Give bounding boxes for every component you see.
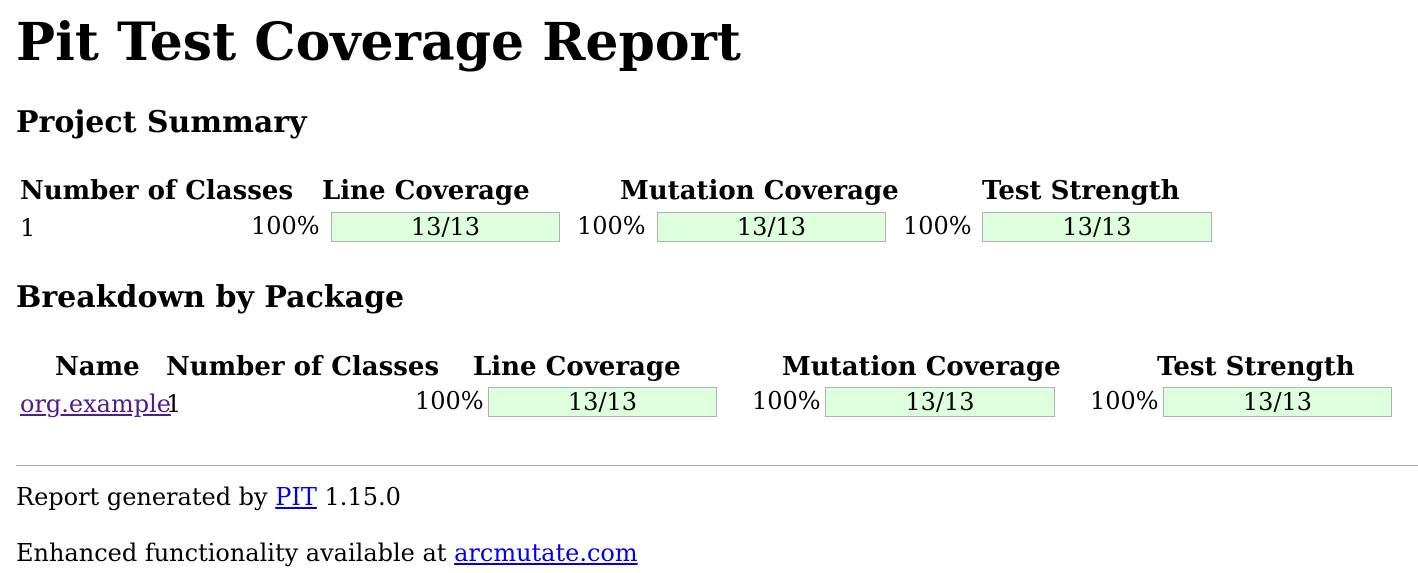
breakdown-heading: Breakdown by Package: [16, 280, 405, 315]
breakdown-header-test-strength: Test Strength: [1157, 352, 1355, 382]
summary-header-mutation-coverage: Mutation Coverage: [620, 176, 899, 206]
summary-strength-percent: 100%: [903, 212, 972, 240]
package-test-strength-bar: 13/13: [1163, 387, 1392, 417]
summary-header-test-strength: Test Strength: [982, 176, 1180, 206]
breakdown-header-name: Name: [55, 352, 140, 382]
page-title: Pit Test Coverage Report: [16, 12, 741, 73]
breakdown-header-mutation-coverage: Mutation Coverage: [782, 352, 1061, 382]
footer-generated-line: Report generated by PIT 1.15.0: [16, 482, 401, 512]
pit-version: 1.15.0: [324, 483, 401, 511]
footer-divider: [16, 465, 1418, 466]
package-mutation-coverage-bar: 13/13: [825, 387, 1055, 417]
package-line-percent: 100%: [415, 387, 484, 415]
footer-generated-prefix: Report generated by: [16, 483, 268, 511]
footer-enhanced-line: Enhanced functionality available at arcm…: [16, 538, 638, 568]
project-summary-heading: Project Summary: [16, 105, 307, 140]
summary-mutation-percent: 100%: [577, 212, 646, 240]
breakdown-header-classes: Number of Classes: [166, 352, 440, 382]
summary-header-classes: Number of Classes: [20, 176, 294, 206]
summary-header-line-coverage: Line Coverage: [322, 176, 530, 206]
summary-line-percent: 100%: [251, 212, 320, 240]
package-link-org-example[interactable]: org.example: [20, 390, 171, 418]
arcmutate-link[interactable]: arcmutate.com: [454, 539, 638, 567]
package-strength-percent: 100%: [1090, 387, 1159, 415]
package-line-coverage-bar: 13/13: [488, 387, 717, 417]
footer-enhanced-prefix: Enhanced functionality available at: [16, 539, 447, 567]
summary-mutation-coverage-bar: 13/13: [657, 212, 886, 242]
package-classes-value: 1: [166, 390, 182, 418]
pit-link[interactable]: PIT: [275, 483, 317, 511]
breakdown-header-line-coverage: Line Coverage: [473, 352, 681, 382]
summary-line-coverage-bar: 13/13: [331, 212, 560, 242]
summary-classes-value: 1: [20, 214, 36, 242]
package-mutation-percent: 100%: [752, 387, 821, 415]
summary-test-strength-bar: 13/13: [982, 212, 1212, 242]
